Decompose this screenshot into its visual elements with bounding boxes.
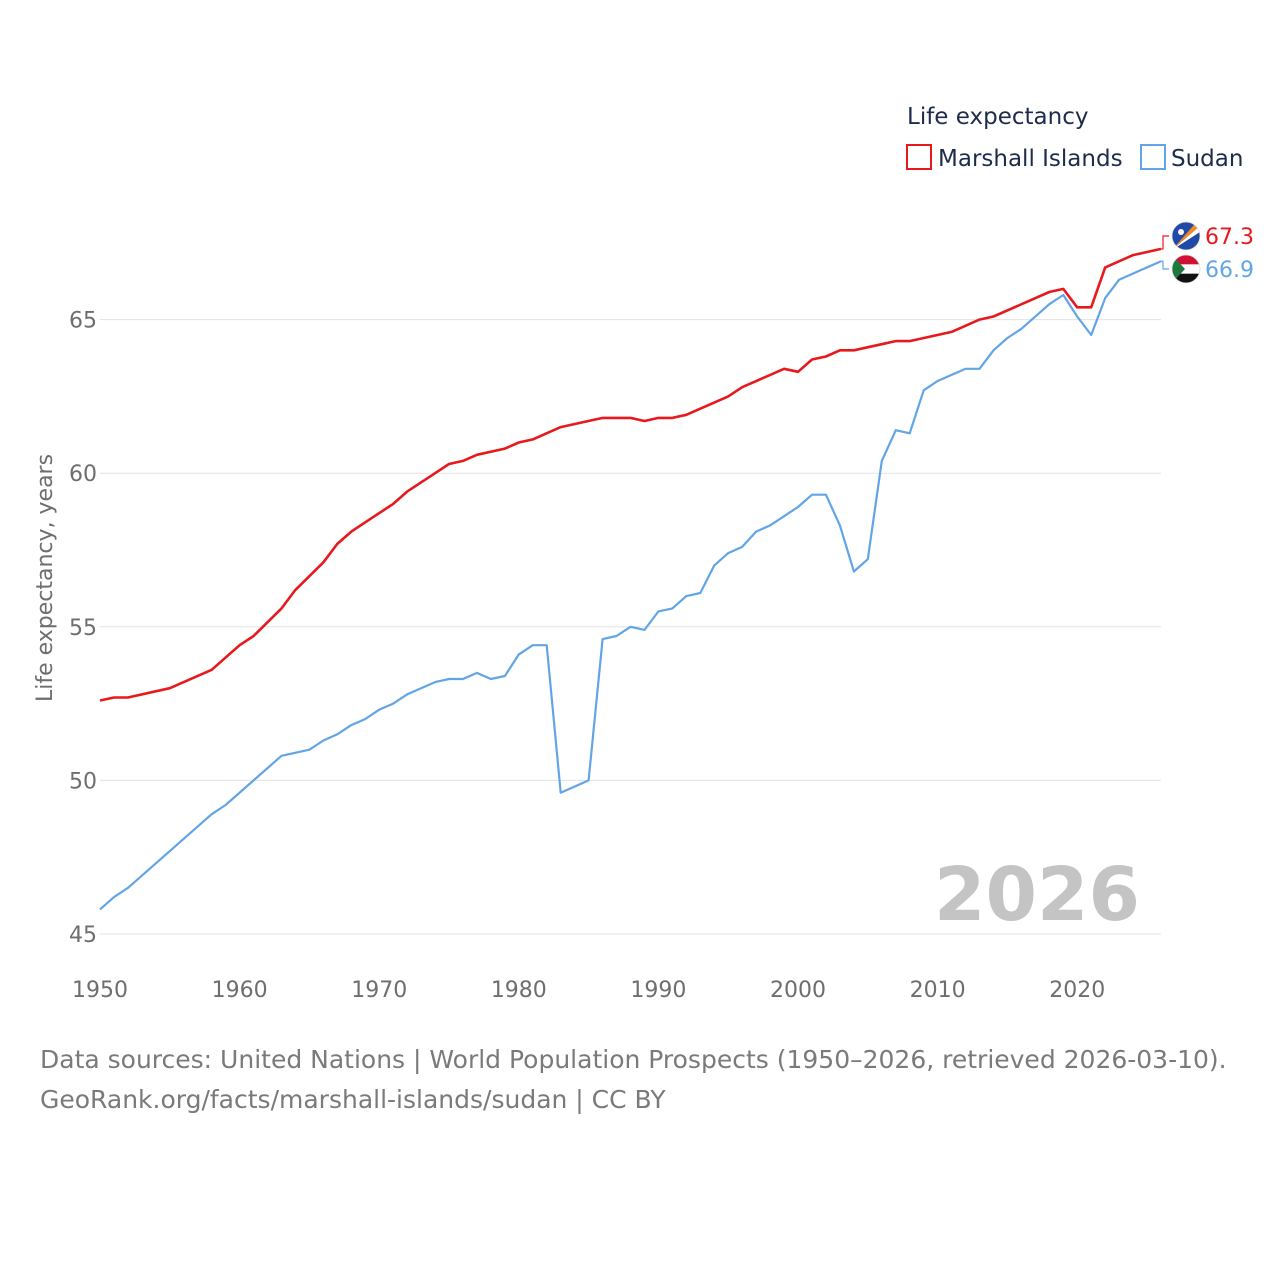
y-tick-label: 60 [69, 462, 97, 487]
end-label-connector [1161, 260, 1169, 270]
x-tick-label: 1980 [491, 978, 547, 1003]
y-tick-label: 45 [69, 923, 97, 948]
y-tick-label: 55 [69, 616, 97, 641]
x-axis-ticks: 1950 1960 1970 1980 1990 2000 2010 2020 [72, 978, 1105, 1003]
legend-item-marshall-islands[interactable]: Marshall Islands [906, 144, 1123, 172]
series-line-marshall-islands[interactable] [99, 247, 1162, 702]
series-lines [99, 247, 1162, 911]
x-tick-label: 2010 [910, 978, 966, 1003]
y-tick-label: 65 [69, 309, 97, 334]
source-url-text: GeoRank.org/facts/marshall-islands/sudan… [40, 1085, 666, 1114]
data-sources-text: Data sources: United Nations | World Pop… [40, 1045, 1227, 1074]
legend-label-sudan: Sudan [1171, 146, 1243, 172]
footer: Data sources: United Nations | World Pop… [40, 1040, 1240, 1120]
legend-swatch-marshall-islands [906, 144, 932, 170]
y-tick-label: 50 [69, 769, 97, 794]
end-value-label: 66.9 [1205, 258, 1254, 283]
series-line-sudan[interactable] [99, 260, 1162, 911]
legend-item-sudan[interactable]: Sudan [1140, 144, 1243, 172]
x-tick-label: 1970 [351, 978, 407, 1003]
x-tick-label: 1950 [72, 978, 128, 1003]
x-tick-label: 2020 [1049, 978, 1105, 1003]
x-tick-label: 2000 [770, 978, 826, 1003]
sudan-flag-icon [1171, 254, 1201, 284]
legend-label-marshall-islands: Marshall Islands [938, 146, 1123, 172]
year-watermark: 2026 [934, 852, 1140, 938]
legend: Life expectancy Marshall Islands Sudan [906, 104, 1243, 172]
y-axis-ticks: 45 50 55 60 65 [69, 309, 97, 948]
legend-title: Life expectancy [907, 104, 1088, 130]
x-tick-label: 1960 [212, 978, 268, 1003]
end-label-connector [1161, 235, 1169, 250]
x-tick-label: 1990 [630, 978, 686, 1003]
end-value-label: 67.3 [1205, 225, 1254, 250]
marshall-islands-flag-icon [1171, 221, 1201, 251]
y-axis-label: Life expectancy, years [33, 454, 58, 702]
legend-swatch-sudan [1140, 144, 1166, 170]
end-labels: 67.3 66.9 [1161, 221, 1254, 284]
